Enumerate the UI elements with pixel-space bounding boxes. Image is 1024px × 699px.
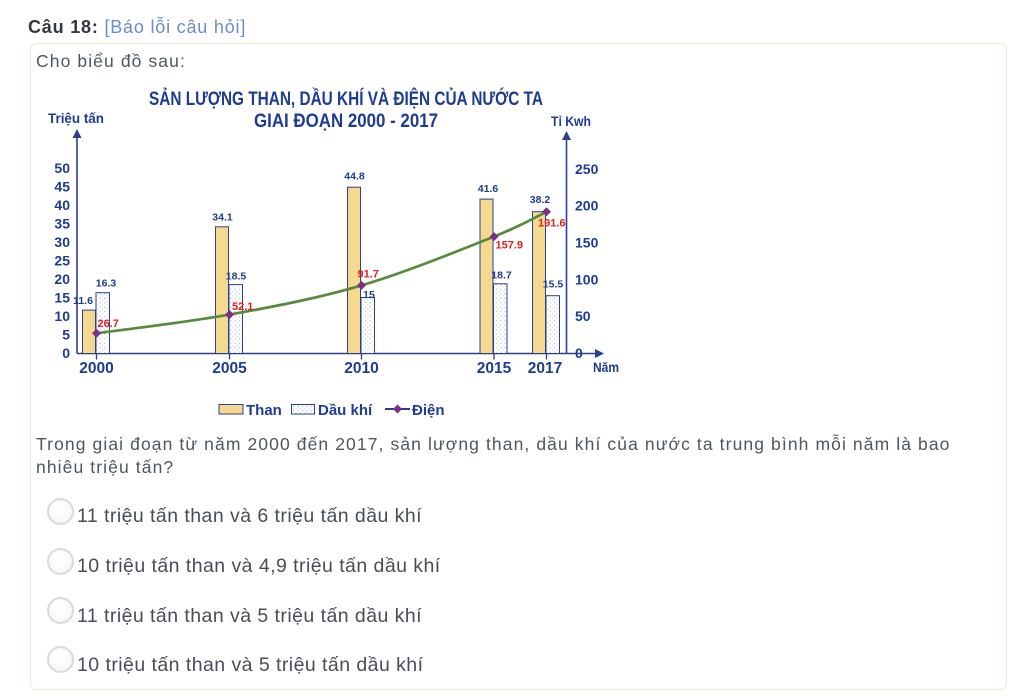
svg-text:15.5: 15.5 [543, 279, 564, 291]
svg-text:2005: 2005 [212, 360, 247, 377]
svg-text:Dầu khí: Dầu khí [318, 402, 373, 419]
svg-text:16.3: 16.3 [96, 278, 117, 290]
svg-text:50: 50 [54, 160, 70, 176]
svg-text:20: 20 [54, 271, 70, 287]
svg-text:150: 150 [575, 235, 599, 251]
svg-text:18.5: 18.5 [226, 271, 247, 283]
svg-text:34.1: 34.1 [212, 212, 233, 224]
svg-text:10: 10 [54, 308, 70, 324]
svg-text:0: 0 [62, 345, 70, 361]
svg-text:41.6: 41.6 [478, 183, 499, 195]
svg-text:250: 250 [575, 161, 599, 177]
svg-text:0: 0 [575, 345, 583, 361]
svg-text:35: 35 [54, 216, 70, 232]
svg-text:200: 200 [575, 198, 599, 214]
svg-text:50: 50 [575, 308, 591, 324]
svg-text:SẢN LƯỢNG THAN, DẦU KHÍ VÀ ĐIỆ: SẢN LƯỢNG THAN, DẦU KHÍ VÀ ĐIỆN CỦA NƯỚC… [149, 88, 543, 110]
svg-text:2010: 2010 [344, 360, 378, 377]
svg-text:91.7: 91.7 [358, 269, 379, 281]
svg-text:26.7: 26.7 [98, 318, 119, 330]
svg-text:38.2: 38.2 [530, 194, 551, 206]
svg-text:40: 40 [54, 197, 70, 213]
svg-text:5: 5 [62, 327, 70, 343]
svg-text:Tỉ Kwh: Tỉ Kwh [551, 113, 591, 129]
svg-text:45: 45 [54, 179, 70, 195]
svg-text:30: 30 [54, 234, 70, 250]
svg-text:52.1: 52.1 [232, 301, 253, 313]
svg-text:Than: Than [246, 402, 282, 419]
svg-text:100: 100 [575, 272, 599, 288]
svg-text:11.6: 11.6 [73, 295, 93, 307]
svg-text:2017: 2017 [528, 360, 562, 377]
svg-text:15: 15 [363, 289, 375, 301]
svg-text:157.9: 157.9 [496, 240, 524, 252]
svg-text:191.6: 191.6 [538, 218, 566, 230]
svg-text:Triệu tấn: Triệu tấn [48, 110, 104, 126]
svg-text:GIAI ĐOẠN 2000 - 2017: GIAI ĐOẠN 2000 - 2017 [254, 111, 438, 132]
svg-text:25: 25 [54, 253, 70, 269]
svg-text:2000: 2000 [79, 360, 113, 377]
svg-text:44.8: 44.8 [344, 171, 365, 183]
svg-text:Năm: Năm [593, 359, 619, 375]
svg-text:Điện: Điện [412, 402, 445, 419]
svg-text:15: 15 [54, 290, 70, 306]
svg-text:2015: 2015 [477, 360, 512, 377]
svg-text:18.7: 18.7 [491, 270, 512, 282]
